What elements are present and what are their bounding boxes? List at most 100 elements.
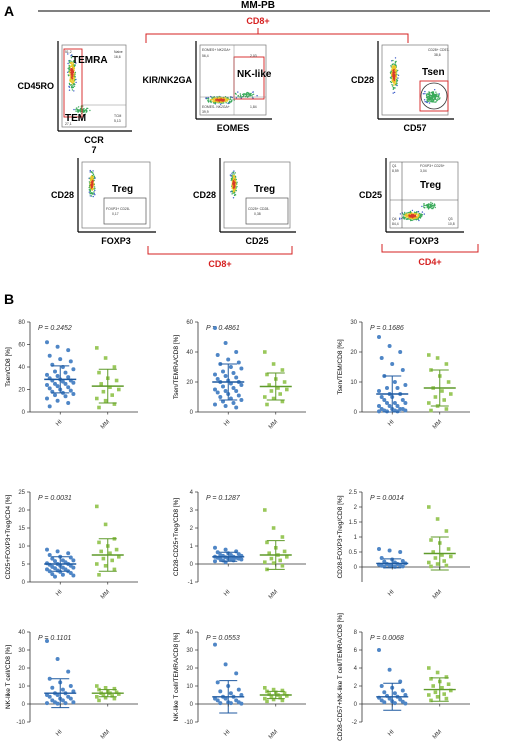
y-tick-label: -10 [16, 720, 25, 726]
flow-event [92, 180, 94, 183]
y-tick-label: 20 [18, 508, 25, 514]
data-point [435, 517, 440, 521]
flow-event [430, 207, 432, 209]
temra-gate-label: TEMRA [72, 55, 108, 66]
data-point [221, 369, 225, 374]
flow-event [89, 186, 92, 188]
flow-event [394, 57, 397, 59]
flow-event [393, 83, 395, 85]
data-point [385, 401, 389, 405]
data-point [101, 389, 106, 394]
flow-event [246, 93, 248, 95]
flow-event [232, 180, 235, 182]
data-point [403, 383, 408, 387]
y-tick-label: 80 [18, 320, 25, 326]
flow-event [214, 102, 216, 105]
data-point [263, 686, 267, 690]
flow-event [210, 101, 212, 104]
data-point [427, 693, 431, 697]
data-point [435, 356, 440, 360]
data-point [427, 666, 431, 670]
y-tick-label: 20 [186, 380, 193, 386]
flow-event [434, 98, 437, 100]
data-point [239, 366, 244, 371]
data-point [269, 695, 274, 699]
data-point [280, 535, 285, 539]
data-point [271, 687, 276, 692]
data-point [55, 344, 60, 349]
data-point [53, 393, 57, 398]
flow-event [437, 93, 439, 95]
data-point [103, 398, 108, 403]
data-point [218, 689, 223, 694]
data-point [55, 549, 60, 554]
flow-event [220, 101, 222, 104]
y-tick-label: 10 [18, 684, 25, 690]
flow-event [437, 98, 439, 101]
data-point [280, 564, 285, 568]
flow-event [89, 169, 92, 172]
flow-event [83, 109, 86, 112]
y-axis-label: CD25+FOXP3+Treg/CD4 [%] [5, 494, 12, 579]
flow-event [428, 102, 431, 104]
data-point [112, 402, 117, 406]
y-tick-label: 30 [18, 648, 25, 654]
data-point [442, 692, 446, 696]
flow-event [250, 94, 252, 96]
data-point [398, 697, 403, 702]
data-point [444, 362, 449, 366]
flow-event [404, 211, 406, 214]
data-point [103, 564, 108, 568]
flow-event [420, 213, 422, 215]
data-point [223, 341, 228, 345]
flow-event [409, 217, 411, 219]
flow-stat: 5,13 [114, 119, 121, 123]
data-point [267, 383, 271, 387]
flow-stat: Naive [114, 50, 123, 54]
data-point [223, 696, 228, 701]
flow-event [233, 170, 235, 172]
flow-event [90, 185, 93, 187]
flow-event [70, 81, 73, 84]
flow-event [395, 76, 397, 78]
data-point [379, 395, 384, 399]
data-point [263, 395, 267, 399]
flow-stat: 84,4 [392, 222, 399, 226]
y-tick-label: 0.5 [349, 550, 358, 556]
series-MM [423, 666, 456, 703]
flow-event [235, 183, 237, 186]
flow-event [92, 193, 94, 195]
flow-event [432, 206, 434, 208]
data-point [60, 687, 65, 692]
flow-event [69, 77, 72, 79]
data-point [265, 699, 269, 704]
data-point [101, 693, 106, 697]
data-point [50, 572, 55, 577]
data-point [47, 694, 52, 699]
series-HI [212, 326, 245, 410]
flow-event [393, 63, 395, 65]
data-point [429, 564, 433, 569]
flow-x-label: FOXP3 [409, 236, 439, 246]
data-point [213, 326, 217, 330]
data-point [435, 562, 440, 566]
flow-stat: FOXP3+ CD25+ [420, 164, 445, 168]
data-point [45, 547, 49, 552]
flow-event [417, 218, 419, 220]
data-point [55, 701, 60, 706]
flow-event [90, 195, 93, 197]
data-point [379, 356, 384, 360]
flow-event [227, 102, 229, 105]
data-point [108, 385, 112, 389]
data-point [112, 686, 117, 691]
flow-event [429, 96, 431, 98]
flow-event [70, 69, 72, 72]
y-axis-label: NK-like T cell/TEMRA/CD8 [%] [173, 633, 180, 722]
flow-event [71, 54, 73, 56]
flow-event [434, 206, 436, 209]
flow-event [426, 99, 428, 101]
flow-stat: 38,6 [434, 53, 441, 57]
flow-event [434, 95, 437, 98]
flow-event [233, 183, 235, 186]
